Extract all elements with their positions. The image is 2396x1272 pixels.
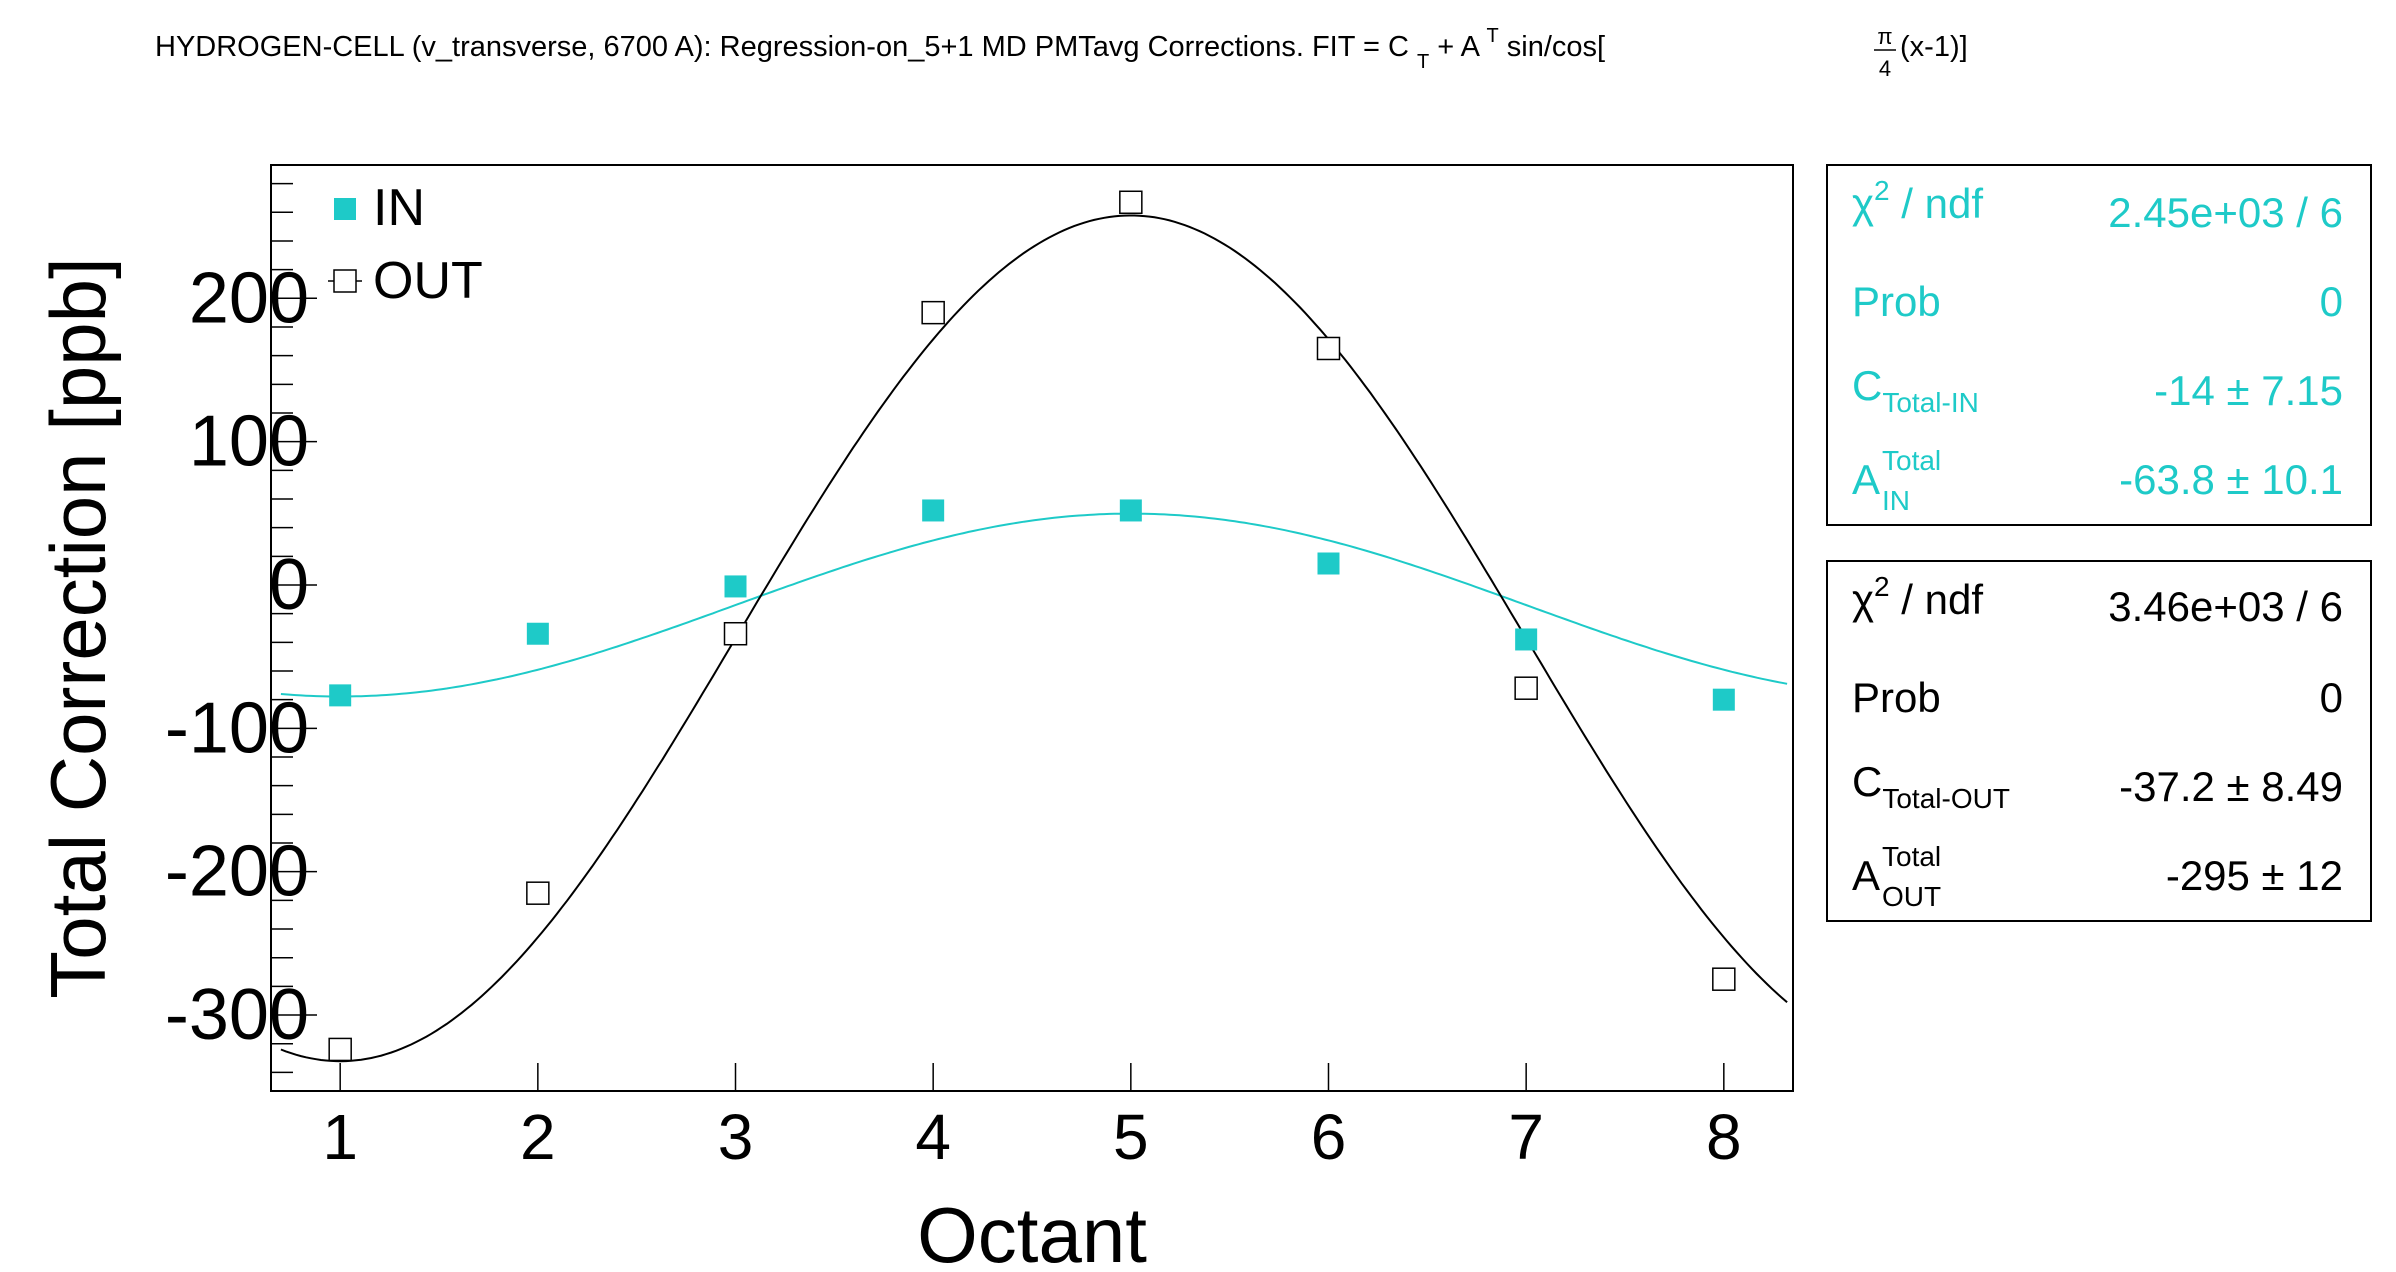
stats-in-a-sup: Total xyxy=(1882,445,1941,476)
stats-out-prob-value: 0 xyxy=(2320,674,2343,721)
title-prefix: HYDROGEN-CELL (v_transverse, 6700 A): Re… xyxy=(155,31,1409,63)
data-point-out xyxy=(921,300,945,325)
data-point-out xyxy=(1514,676,1538,700)
stats-out-c-label: CTotal-OUT xyxy=(1852,758,2010,814)
legend: IN OUT xyxy=(328,179,483,310)
data-point-in xyxy=(329,684,352,707)
x-tick-label: 1 xyxy=(322,1101,358,1173)
title-frac-den: 4 xyxy=(1879,56,1891,81)
stats-out-c-sub: Total-OUT xyxy=(1882,783,2010,814)
x-tick-label: 3 xyxy=(718,1101,754,1173)
data-point-in xyxy=(724,575,747,598)
stats-in-c-main: C xyxy=(1852,362,1882,409)
stats-out-c-main: C xyxy=(1852,758,1882,805)
stats-out-a-sup: Total xyxy=(1882,841,1941,872)
stats-out-a-main: A xyxy=(1852,852,1880,899)
stats-out-chi-rest: / ndf xyxy=(1890,576,1984,623)
fit-curve-out xyxy=(280,214,1788,1063)
x-tick-label: 2 xyxy=(520,1101,556,1173)
stats-out-chi-label: χ2 / ndf xyxy=(1852,571,1983,623)
data-points xyxy=(328,190,1736,1062)
stats-out-chi-sup: 2 xyxy=(1874,571,1890,602)
data-point-in xyxy=(1712,688,1735,711)
y-axis-label: Total Correction [ppb] xyxy=(34,257,122,998)
data-point-out xyxy=(1119,190,1143,215)
y-tick-labels: -300 -200 -100 0 100 200 xyxy=(165,258,309,1055)
y-tick-label: -200 xyxy=(165,832,309,912)
stats-box-in: χ2 / ndf 2.45e+03 / 6 Prob 0 CTotal-IN -… xyxy=(1826,164,2372,526)
y-axis-ticks xyxy=(271,182,317,1074)
stats-out-a-value: -295 ± 12 xyxy=(2166,852,2343,899)
x-tick-label: 7 xyxy=(1508,1101,1544,1173)
stats-in-chi-value: 2.45e+03 / 6 xyxy=(2108,189,2343,236)
data-point-in xyxy=(1317,552,1340,575)
data-point-out xyxy=(526,881,550,905)
x-axis-label: Octant xyxy=(917,1191,1147,1272)
data-point-out xyxy=(1316,336,1341,361)
data-point-in xyxy=(1119,499,1142,522)
title-plus-a: + A xyxy=(1437,31,1480,63)
y-tick-label: -100 xyxy=(165,688,309,768)
data-point-in xyxy=(922,499,945,522)
stats-in-chi-sup: 2 xyxy=(1874,175,1890,206)
stats-out-chi-symbol: χ xyxy=(1852,576,1874,623)
legend-marker-in xyxy=(334,198,356,220)
stats-out-chi-value: 3.46e+03 / 6 xyxy=(2108,583,2343,630)
x-tick-label: 8 xyxy=(1706,1101,1742,1173)
title-fraction: π 4 xyxy=(1874,24,1896,81)
legend-marker-out xyxy=(333,269,357,293)
stats-in-chi-symbol: χ xyxy=(1852,180,1874,227)
stats-in-c-value: -14 ± 7.15 xyxy=(2154,367,2343,414)
y-tick-label: 200 xyxy=(189,258,309,338)
stats-in-a-sub: IN xyxy=(1882,485,1910,516)
x-axis-ticks xyxy=(339,1063,1725,1091)
y-tick-label: -300 xyxy=(165,975,309,1055)
stats-in-a-main: A xyxy=(1852,456,1880,503)
title-sincos: sin/cos[ xyxy=(1507,31,1605,63)
stats-in-chi-label: χ2 / ndf xyxy=(1852,175,1983,227)
data-point-out xyxy=(1712,967,1736,991)
legend-label-in: IN xyxy=(373,179,425,237)
stats-out-a-sub: OUT xyxy=(1882,881,1941,912)
stats-in-c-sub: Total-IN xyxy=(1882,387,1978,418)
stats-box-in-frame xyxy=(1826,164,2372,526)
data-point-in xyxy=(526,622,549,645)
stats-in-prob-value: 0 xyxy=(2320,278,2343,325)
stats-box-out: χ2 / ndf 3.46e+03 / 6 Prob 0 CTotal-OUT … xyxy=(1826,560,2372,922)
fit-curve-in xyxy=(280,512,1788,698)
x-tick-label: 6 xyxy=(1311,1101,1347,1173)
stats-box-out-frame xyxy=(1826,560,2372,922)
title-frac-num: π xyxy=(1877,24,1892,49)
data-point-out xyxy=(723,621,748,646)
fit-curves xyxy=(280,214,1788,1063)
data-point-in xyxy=(1515,628,1538,651)
y-tick-label: 100 xyxy=(189,402,309,482)
x-tick-label: 5 xyxy=(1113,1101,1149,1173)
stats-in-prob-label: Prob xyxy=(1852,278,1941,325)
stats-out-prob-label: Prob xyxy=(1852,674,1941,721)
chart-title: HYDROGEN-CELL (v_transverse, 6700 A): Re… xyxy=(155,17,1605,75)
title-sub-t: T xyxy=(1417,51,1429,73)
title-tail: (x-1)] xyxy=(1900,31,1968,63)
stats-out-c-value: -37.2 ± 8.49 xyxy=(2119,763,2343,810)
legend-label-out: OUT xyxy=(373,252,483,310)
title-sup-t: T xyxy=(1486,25,1498,47)
plot-frame xyxy=(270,164,1794,1092)
stats-in-a-value: -63.8 ± 10.1 xyxy=(2119,456,2343,503)
data-point-out xyxy=(328,1037,352,1062)
stats-in-chi-rest: / ndf xyxy=(1890,180,1984,227)
stats-in-c-label: CTotal-IN xyxy=(1852,362,1979,418)
y-tick-label: 0 xyxy=(269,545,309,625)
x-tick-label: 4 xyxy=(915,1101,951,1173)
x-tick-labels: 1 2 3 4 5 6 7 8 xyxy=(322,1101,1741,1173)
